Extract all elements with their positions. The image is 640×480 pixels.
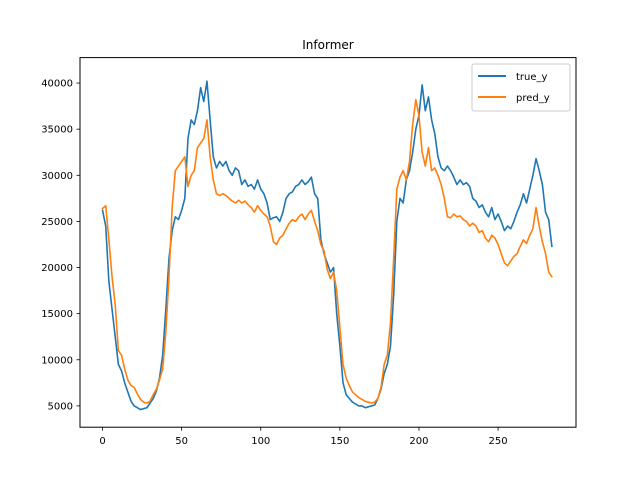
plot-area [101,80,553,411]
y-tick-label: 5000 [48,401,73,412]
x-tick-label: 50 [175,436,188,447]
x-axis: 0 50 100 150 200 250 [99,427,508,447]
x-tick-label: 150 [330,436,349,447]
legend-label-true-y: true_y [516,72,548,83]
x-tick-label: 200 [409,436,428,447]
chart-title: Informer [302,38,354,52]
series-line-true-y [101,80,553,411]
x-tick-label: 100 [251,436,270,447]
y-tick-label: 30000 [41,171,73,182]
x-tick-label: 0 [99,436,105,447]
y-tick-label: 40000 [41,79,73,90]
y-tick-label: 15000 [41,309,73,320]
legend-label-pred-y: pred_y [516,93,550,104]
y-tick-label: 10000 [41,355,73,366]
series-line-pred-y [101,98,553,404]
y-tick-label: 25000 [41,217,73,228]
plot-frame [79,57,577,428]
x-tick-label: 250 [489,436,508,447]
legend: true_y pred_y [471,63,571,112]
y-tick-label: 35000 [41,125,73,136]
y-axis: 5000 10000 15000 20000 25000 30000 35000 40000 [41,79,80,412]
y-tick-label: 20000 [41,263,73,274]
